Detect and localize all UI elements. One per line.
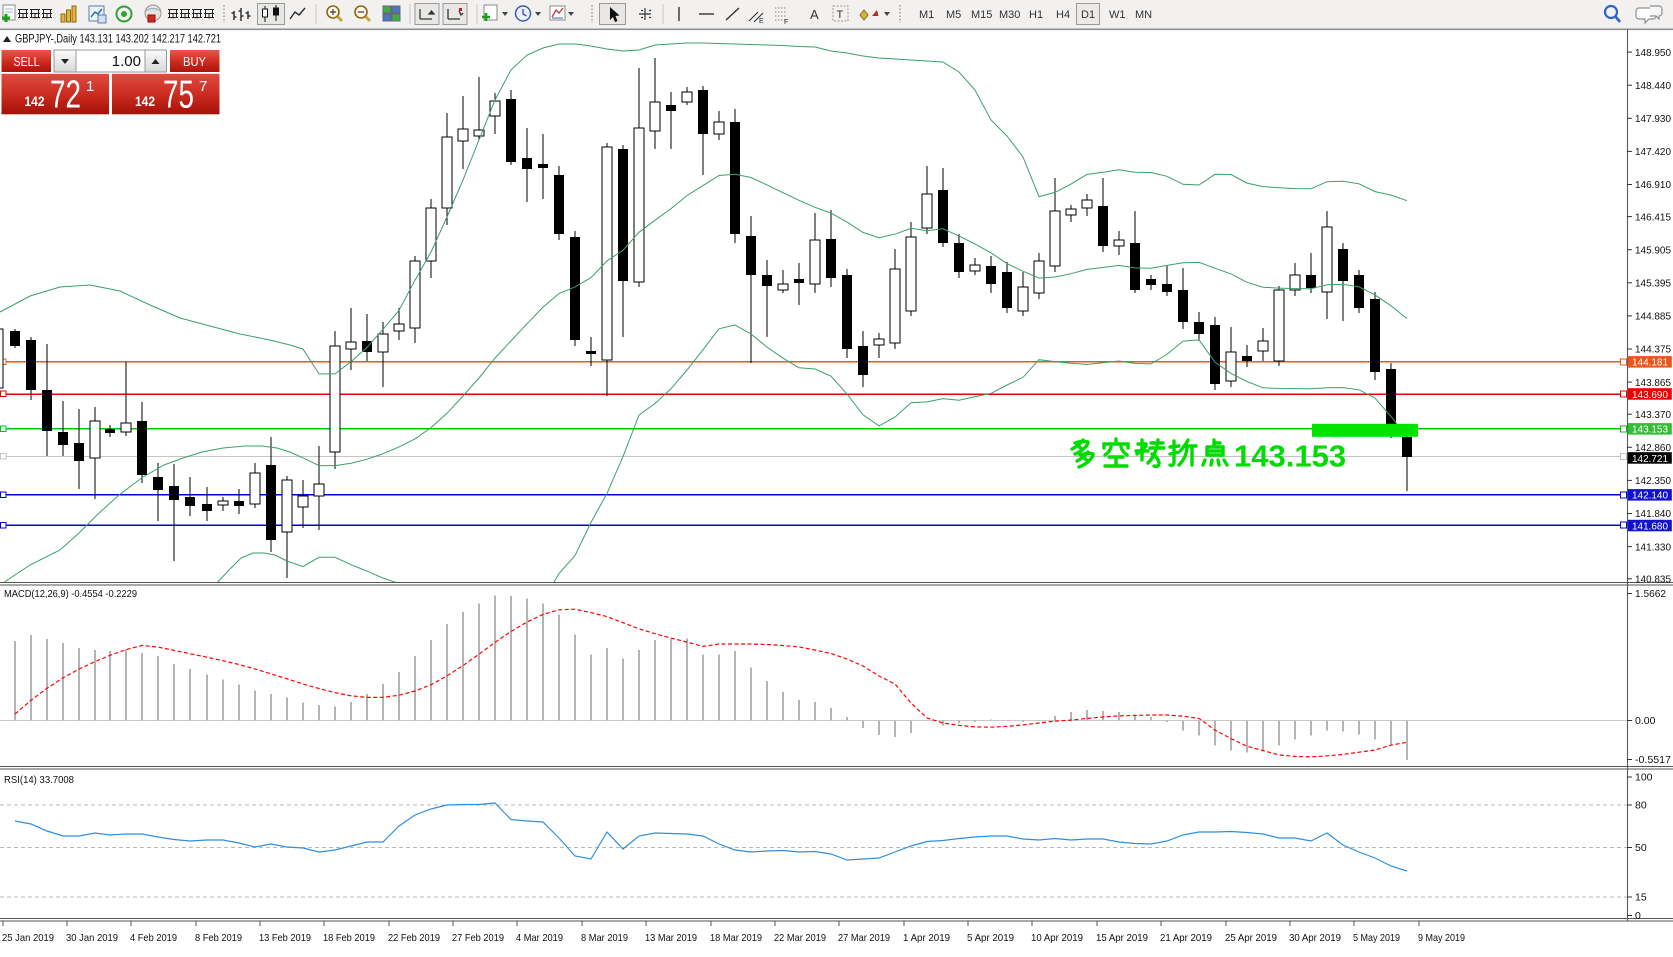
svg-text:MN: MN bbox=[1135, 9, 1152, 21]
svg-text:W1: W1 bbox=[1109, 9, 1126, 21]
svg-text:147.930: 147.930 bbox=[1635, 113, 1671, 125]
svg-text:1.00: 1.00 bbox=[112, 53, 141, 70]
svg-text:27 Feb 2019: 27 Feb 2019 bbox=[452, 932, 504, 944]
svg-text:M5: M5 bbox=[946, 9, 961, 21]
svg-text:146.910: 146.910 bbox=[1635, 179, 1671, 191]
svg-text:50: 50 bbox=[1635, 842, 1647, 854]
svg-text:13 Mar 2019: 13 Mar 2019 bbox=[645, 932, 697, 944]
svg-text:10 Apr 2019: 10 Apr 2019 bbox=[1031, 932, 1083, 944]
svg-text:141.840: 141.840 bbox=[1635, 508, 1671, 520]
svg-text:M1: M1 bbox=[919, 9, 934, 21]
svg-text:30 Jan 2019: 30 Jan 2019 bbox=[66, 932, 118, 944]
svg-text:18 Mar 2019: 18 Mar 2019 bbox=[710, 932, 762, 944]
svg-text:80: 80 bbox=[1635, 800, 1647, 812]
svg-text:5 May 2019: 5 May 2019 bbox=[1353, 932, 1400, 944]
svg-text:E: E bbox=[759, 18, 764, 25]
svg-text:A: A bbox=[810, 7, 819, 22]
svg-text:0.00: 0.00 bbox=[1635, 715, 1656, 727]
svg-text:4 Feb 2019: 4 Feb 2019 bbox=[130, 932, 177, 944]
svg-text:27 Mar 2019: 27 Mar 2019 bbox=[838, 932, 890, 944]
svg-text:SELL: SELL bbox=[14, 54, 40, 69]
svg-text:141.680: 141.680 bbox=[1632, 520, 1668, 532]
svg-text:22 Mar 2019: 22 Mar 2019 bbox=[774, 932, 826, 944]
svg-text:M30: M30 bbox=[999, 9, 1020, 21]
svg-text:T: T bbox=[837, 9, 844, 21]
svg-text:1 Apr 2019: 1 Apr 2019 bbox=[903, 932, 950, 944]
svg-text:18 Feb 2019: 18 Feb 2019 bbox=[323, 932, 375, 944]
svg-text:MACD(12,26,9) -0.4554 -0.2229: MACD(12,26,9) -0.4554 -0.2229 bbox=[4, 588, 137, 600]
svg-text:13 Feb 2019: 13 Feb 2019 bbox=[259, 932, 311, 944]
svg-text:15 Apr 2019: 15 Apr 2019 bbox=[1096, 932, 1148, 944]
svg-text:142: 142 bbox=[135, 94, 155, 109]
svg-text:15: 15 bbox=[1635, 892, 1647, 904]
svg-text:142.140: 142.140 bbox=[1632, 490, 1668, 502]
svg-text:H4: H4 bbox=[1056, 9, 1070, 21]
svg-text:144.181: 144.181 bbox=[1632, 357, 1668, 369]
svg-text:142.350: 142.350 bbox=[1635, 475, 1671, 487]
svg-text:-0.5517: -0.5517 bbox=[1635, 754, 1671, 766]
svg-text:22 Feb 2019: 22 Feb 2019 bbox=[388, 932, 440, 944]
svg-text:140.835: 140.835 bbox=[1635, 574, 1671, 586]
svg-text:143.153: 143.153 bbox=[1632, 424, 1668, 436]
svg-text:75: 75 bbox=[163, 74, 194, 117]
svg-text:143.153: 143.153 bbox=[1234, 439, 1346, 474]
svg-text:148.950: 148.950 bbox=[1635, 47, 1671, 59]
svg-text:100: 100 bbox=[1635, 772, 1653, 784]
svg-text:72: 72 bbox=[50, 74, 81, 117]
svg-text:8 Mar 2019: 8 Mar 2019 bbox=[581, 932, 628, 944]
svg-text:7: 7 bbox=[199, 78, 207, 95]
svg-text:5 Apr 2019: 5 Apr 2019 bbox=[967, 932, 1014, 944]
svg-text:M15: M15 bbox=[971, 9, 992, 21]
svg-text:21 Apr 2019: 21 Apr 2019 bbox=[1160, 932, 1212, 944]
svg-text:0: 0 bbox=[1635, 910, 1641, 922]
svg-text:25 Jan 2019: 25 Jan 2019 bbox=[2, 932, 54, 944]
svg-text:148.440: 148.440 bbox=[1635, 80, 1671, 92]
svg-text:145.395: 145.395 bbox=[1635, 278, 1671, 290]
svg-text:143.865: 143.865 bbox=[1635, 377, 1671, 389]
svg-text:25 Apr 2019: 25 Apr 2019 bbox=[1225, 932, 1277, 944]
svg-text:144.375: 144.375 bbox=[1635, 344, 1671, 356]
svg-text:BUY: BUY bbox=[183, 54, 206, 69]
svg-text:1: 1 bbox=[86, 78, 94, 95]
svg-text:147.420: 147.420 bbox=[1635, 146, 1671, 158]
svg-text:143.690: 143.690 bbox=[1632, 389, 1668, 401]
svg-text:142: 142 bbox=[25, 94, 45, 109]
svg-text:GBPJPY-,Daily 143.131 143.202: GBPJPY-,Daily 143.131 143.202 142.217 14… bbox=[15, 32, 221, 46]
svg-text:143.370: 143.370 bbox=[1635, 409, 1671, 421]
svg-text:142.860: 142.860 bbox=[1635, 442, 1671, 454]
svg-text:4 Mar 2019: 4 Mar 2019 bbox=[516, 932, 563, 944]
svg-text:145.905: 145.905 bbox=[1635, 244, 1671, 256]
svg-text:RSI(14) 33.7008: RSI(14) 33.7008 bbox=[4, 774, 74, 786]
svg-text:D1: D1 bbox=[1081, 9, 1095, 21]
svg-text:144.885: 144.885 bbox=[1635, 311, 1671, 323]
svg-text:141.330: 141.330 bbox=[1635, 541, 1671, 553]
svg-text:F: F bbox=[784, 19, 788, 26]
svg-text:8 Feb 2019: 8 Feb 2019 bbox=[195, 932, 242, 944]
svg-text:H1: H1 bbox=[1029, 9, 1043, 21]
svg-text:9 May 2019: 9 May 2019 bbox=[1418, 932, 1465, 944]
svg-text:30 Apr 2019: 30 Apr 2019 bbox=[1289, 932, 1341, 944]
svg-text:142.721: 142.721 bbox=[1632, 453, 1668, 465]
svg-text:146.415: 146.415 bbox=[1635, 211, 1671, 223]
svg-text:1.5662: 1.5662 bbox=[1635, 588, 1666, 600]
